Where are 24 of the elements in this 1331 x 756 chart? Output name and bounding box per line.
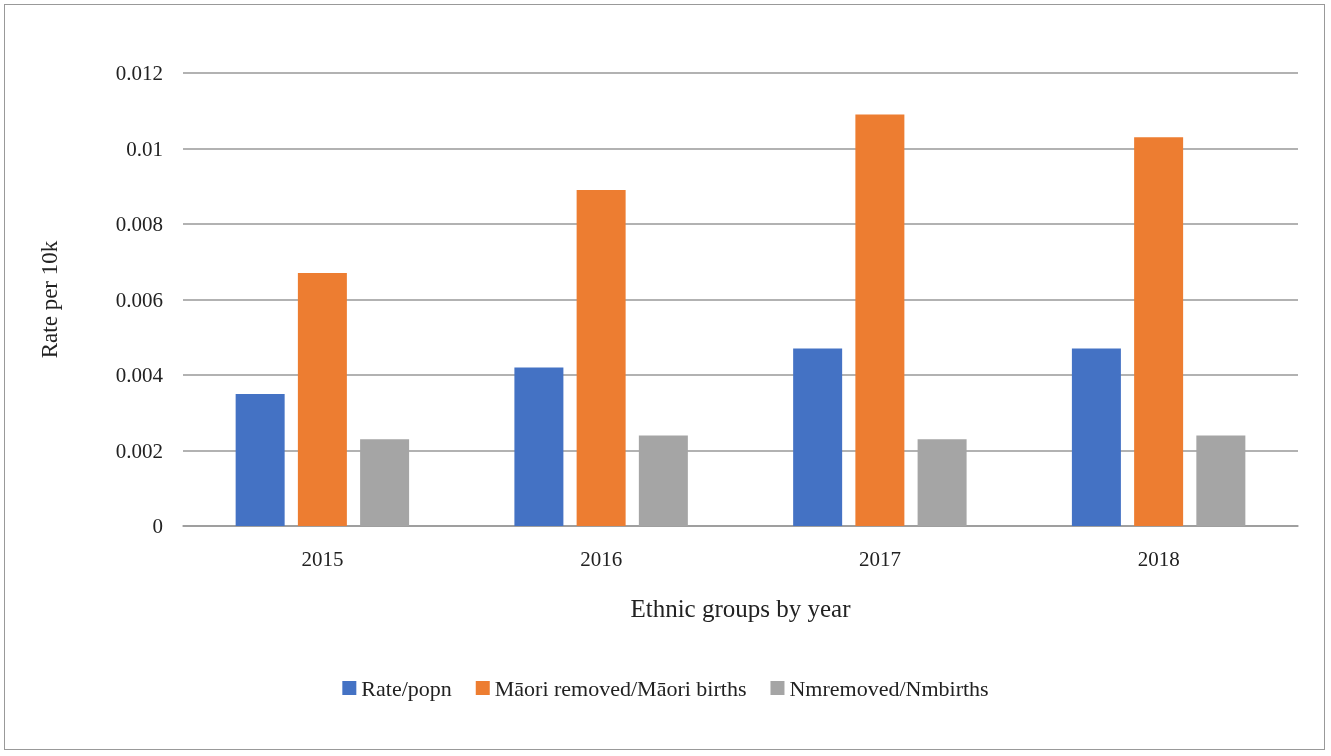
bar: [576, 190, 626, 526]
x-tick-label: 2017: [858, 546, 901, 571]
y-tick-label: 0.002: [115, 438, 163, 463]
bar: [1071, 348, 1121, 526]
bar: [793, 348, 843, 526]
y-axis-title: Rate per 10k: [37, 240, 62, 359]
y-tick-label: 0.004: [115, 363, 164, 387]
legend-label: Rate/popn: [361, 675, 452, 701]
x-tick-label: 2018: [1137, 546, 1180, 571]
bar: [855, 114, 905, 526]
y-tick-label: 0.01: [126, 136, 163, 161]
y-tick-label: 0.012: [115, 61, 163, 85]
x-tick-label: 2015: [301, 546, 344, 571]
y-tick-label: 0: [152, 514, 163, 538]
y-tick-label: 0.008: [115, 212, 163, 236]
legend-label: Nmremoved/Nmbirths: [789, 675, 989, 701]
legend-label: Māori removed/Māori births: [494, 675, 747, 701]
bar: [235, 393, 285, 526]
y-tick-label: 0.006: [115, 287, 163, 312]
bar: [1134, 137, 1184, 526]
x-tick-label: 2016: [580, 546, 623, 571]
bar: [297, 273, 347, 526]
x-axis-title: Ethnic groups by year: [630, 595, 852, 622]
bar: [514, 367, 564, 526]
